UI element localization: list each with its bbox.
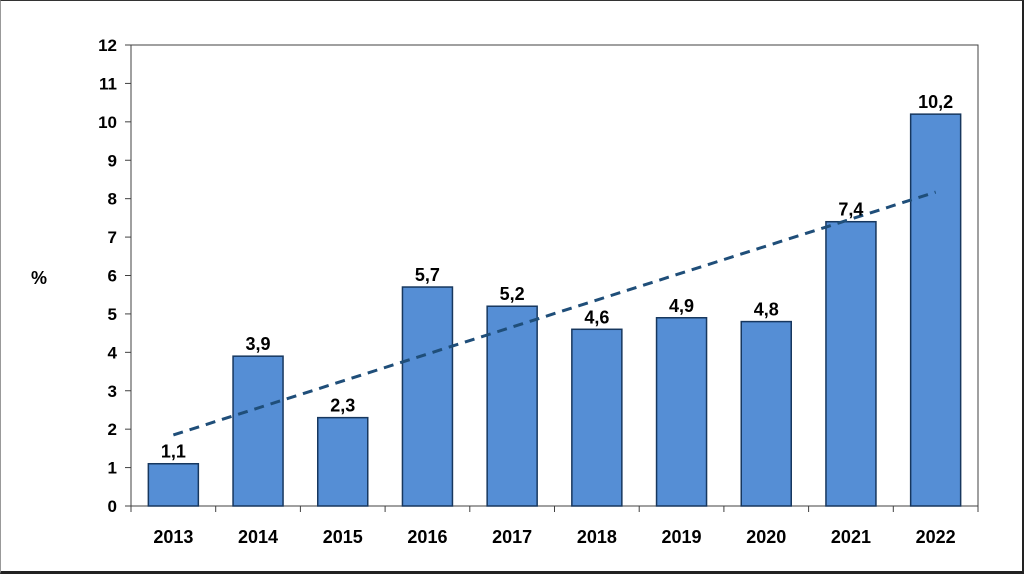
trendline [172,190,937,437]
y-axis-label: % [31,268,47,288]
data-label: 1,1 [161,442,186,462]
bar [232,355,284,507]
axes [125,44,979,512]
data-label: 4,6 [584,307,609,327]
data-label: 3,9 [246,334,271,354]
x-tick-label: 2018 [577,527,617,547]
bar [317,416,369,507]
x-tick-label: 2019 [662,527,702,547]
data-label: 4,9 [669,296,694,316]
data-label: 4,8 [754,300,779,320]
y-tick-label: 11 [99,74,117,93]
x-tick-label: 2013 [153,527,193,547]
y-tick-label: 1 [108,459,117,478]
y-tick-label: 4 [108,343,118,362]
x-tick-label: 2016 [407,527,447,547]
bars [147,113,962,507]
bar [740,320,792,507]
data-label: 5,7 [415,265,440,285]
data-label: 7,4 [838,200,863,220]
bar [825,220,877,507]
trendline-line [172,190,937,437]
bar [571,328,623,507]
y-tick-label: 7 [108,228,117,247]
labels: 012345678910111220131,120143,920152,3201… [98,36,956,547]
x-tick-label: 2021 [831,527,871,547]
x-tick-label: 2022 [916,527,956,547]
y-tick-label: 3 [108,382,117,401]
x-tick-label: 2014 [238,527,278,547]
y-tick-label: 2 [108,420,117,439]
bar [147,462,200,507]
y-tick-label: 0 [108,497,117,516]
data-label: 5,2 [500,284,525,304]
y-tick-label: 12 [98,36,117,55]
y-tick-label: 5 [108,305,117,324]
x-tick-label: 2020 [746,527,786,547]
x-tick-label: 2015 [323,527,363,547]
bar [401,286,454,507]
data-label: 2,3 [330,396,355,416]
y-tick-label: 10 [98,113,117,132]
bar [909,113,962,507]
y-tick-label: 6 [108,267,117,286]
bar [486,305,538,507]
y-tick-label: 9 [108,151,117,170]
x-tick-label: 2017 [492,527,532,547]
bar [655,317,708,507]
data-label: 10,2 [918,92,953,112]
y-tick-label: 8 [108,190,117,209]
